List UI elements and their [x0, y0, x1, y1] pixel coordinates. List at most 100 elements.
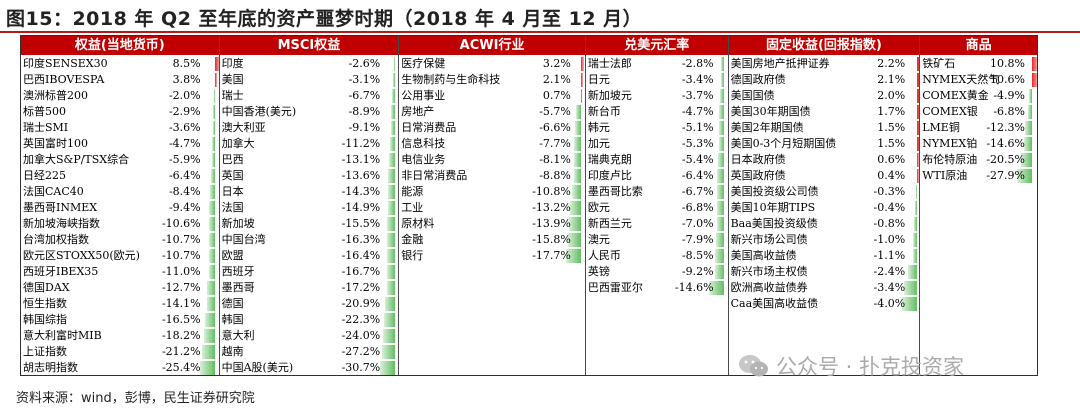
- negative-bar: [1017, 169, 1033, 183]
- table-row: 恒生指数 -14.1%: [21, 296, 219, 312]
- table-row: 澳洲标普200 -2.0%: [21, 88, 219, 104]
- negative-bar: [214, 89, 215, 103]
- table-row: 新兴市场主权债 -2.4%: [729, 264, 920, 280]
- negative-bar: [912, 233, 917, 247]
- negative-bar: [718, 105, 724, 119]
- row-label: 巴西: [221, 153, 244, 166]
- table-row: 美国国债 2.0%: [729, 88, 920, 104]
- negative-bar: [570, 201, 582, 215]
- wechat-logo-icon: [739, 355, 768, 377]
- row-value: -4.7%: [168, 137, 201, 150]
- negative-bar: [392, 73, 395, 87]
- row-label: 人民币: [587, 249, 621, 262]
- row-value: -7.7%: [539, 137, 571, 150]
- table-row: 公用事业 0.7%: [399, 88, 585, 104]
- row-label: 澳洲标普200: [23, 89, 88, 102]
- row-value: -0.4%: [873, 201, 906, 214]
- table-row: 墨西哥INMEX -9.4%: [21, 200, 219, 216]
- row-label: 非日常消费品: [401, 169, 468, 182]
- positive-bar: [916, 105, 920, 119]
- negative-bar: [387, 201, 395, 215]
- row-label: 欧元: [587, 201, 610, 214]
- negative-bar: [204, 329, 215, 343]
- row-label: 瑞典克朗: [587, 153, 632, 166]
- row-value: -3.7%: [681, 89, 714, 102]
- table-row: 加拿大 -11.2%: [220, 136, 399, 152]
- row-label: 美国投资级公司债: [730, 185, 819, 198]
- table-row: 加元 -5.3%: [586, 136, 728, 152]
- row-label: 工业: [401, 201, 424, 214]
- row-value: -9.4%: [168, 201, 201, 214]
- row-value: 10.8%: [990, 57, 1025, 70]
- row-label: 新加坡元: [587, 89, 632, 102]
- table-row: Caa美国高收益债 -4.0%: [729, 296, 920, 312]
- row-value: -14.9%: [341, 201, 381, 214]
- row-value: 3.2%: [542, 57, 571, 70]
- table-row: 瑞士 -6.7%: [220, 88, 399, 104]
- table-row: 医疗保健 3.2%: [399, 56, 585, 72]
- row-value: -5.9%: [168, 153, 201, 166]
- column-header: 商品: [920, 36, 1037, 55]
- row-value: -14.6%: [674, 281, 714, 294]
- table-row: 生物制药与生命科技 2.1%: [399, 72, 585, 88]
- row-value: -27.2%: [341, 345, 381, 358]
- negative-bar: [716, 201, 724, 215]
- row-value: 1.7%: [877, 105, 906, 118]
- negative-bar: [714, 265, 724, 279]
- negative-bar: [381, 345, 395, 359]
- row-value: -27.9%: [986, 169, 1025, 182]
- row-value: 8.5%: [172, 57, 201, 70]
- row-label: 加拿大S&P/TSX综合: [23, 153, 130, 166]
- table-row: 能源 -10.8%: [399, 184, 585, 200]
- table-row: 美国0-3个月短期国债 1.5%: [729, 136, 920, 152]
- table-row: 中国A股(美元) -30.7%: [220, 360, 399, 375]
- row-label: 巴西IBOVESPA: [23, 73, 105, 86]
- row-label: Caa美国高收益债: [730, 297, 819, 310]
- row-value: -4.0%: [873, 297, 906, 310]
- row-label: 西班牙: [221, 265, 255, 278]
- negative-bar: [718, 121, 724, 135]
- table-row: 胡志明指数 -25.4%: [21, 360, 219, 375]
- row-value: -6.7%: [681, 185, 714, 198]
- table-row: 日元 -3.4%: [586, 72, 728, 88]
- negative-bar: [574, 137, 582, 151]
- column-header: 兑美元汇率: [585, 36, 728, 55]
- table-row: 美国10年期TIPS -0.4%: [729, 200, 920, 216]
- row-label: 加元: [587, 137, 610, 150]
- row-value: -2.0%: [168, 89, 201, 102]
- row-label: 生物制药与生命科技: [401, 73, 501, 86]
- performance-table: 权益(当地货币) 印度SENSEX30 8.5% 巴西IBOVESPA 3.8% 澳洲标普…: [20, 35, 1038, 376]
- row-label: 银行: [401, 249, 424, 262]
- row-label: 台湾加权指数: [23, 233, 89, 246]
- table-row: WTI原油 -27.9%: [920, 168, 1037, 184]
- row-value: -9.1%: [348, 121, 381, 134]
- table-row: 新加坡元 -3.7%: [586, 88, 728, 104]
- table-column: MSCI权益 印度 -2.6% 美国 -3.1% 瑞士 -6.7% 中国香港(美元) -8.9%…: [219, 36, 400, 375]
- table-row: 铁矿石 10.8%: [920, 56, 1037, 72]
- row-value: 0.4%: [877, 169, 906, 182]
- negative-bar: [913, 217, 917, 231]
- table-row: 日本政府债 0.6%: [729, 152, 920, 168]
- row-label: 日元: [587, 73, 610, 86]
- row-label: 澳元: [587, 233, 610, 246]
- negative-bar: [209, 233, 215, 247]
- table-row: 澳元 -7.9%: [586, 232, 728, 248]
- row-value: -24.0%: [341, 329, 381, 342]
- table-row: 中国台湾 -16.3%: [220, 232, 399, 248]
- table-row: 欧元区STOXX50(欧元) -10.7%: [21, 248, 219, 264]
- table-row: 日经225 -6.4%: [21, 168, 219, 184]
- row-value: -16.3%: [341, 233, 381, 246]
- row-label: 新台币: [587, 105, 621, 118]
- table-column: 固定收益(回报指数) 美国房地产抵押证券 2.2% 德国政府债 2.1% 美国国债 2.0%…: [728, 36, 921, 375]
- row-value: 3.8%: [172, 73, 201, 86]
- title-underline: [0, 31, 1080, 33]
- negative-bar: [715, 233, 724, 247]
- row-label: 电信业务: [401, 153, 446, 166]
- positive-bar: [215, 57, 219, 71]
- watermark-text: 公众号 · 扑克投资家: [776, 355, 965, 379]
- row-value: -10.7%: [161, 233, 201, 246]
- table-row: 法国CAC40 -8.4%: [21, 184, 219, 200]
- table-row: 欧盟 -16.4%: [220, 248, 399, 264]
- table-row: 美国 -3.1%: [220, 72, 399, 88]
- negative-bar: [211, 169, 215, 183]
